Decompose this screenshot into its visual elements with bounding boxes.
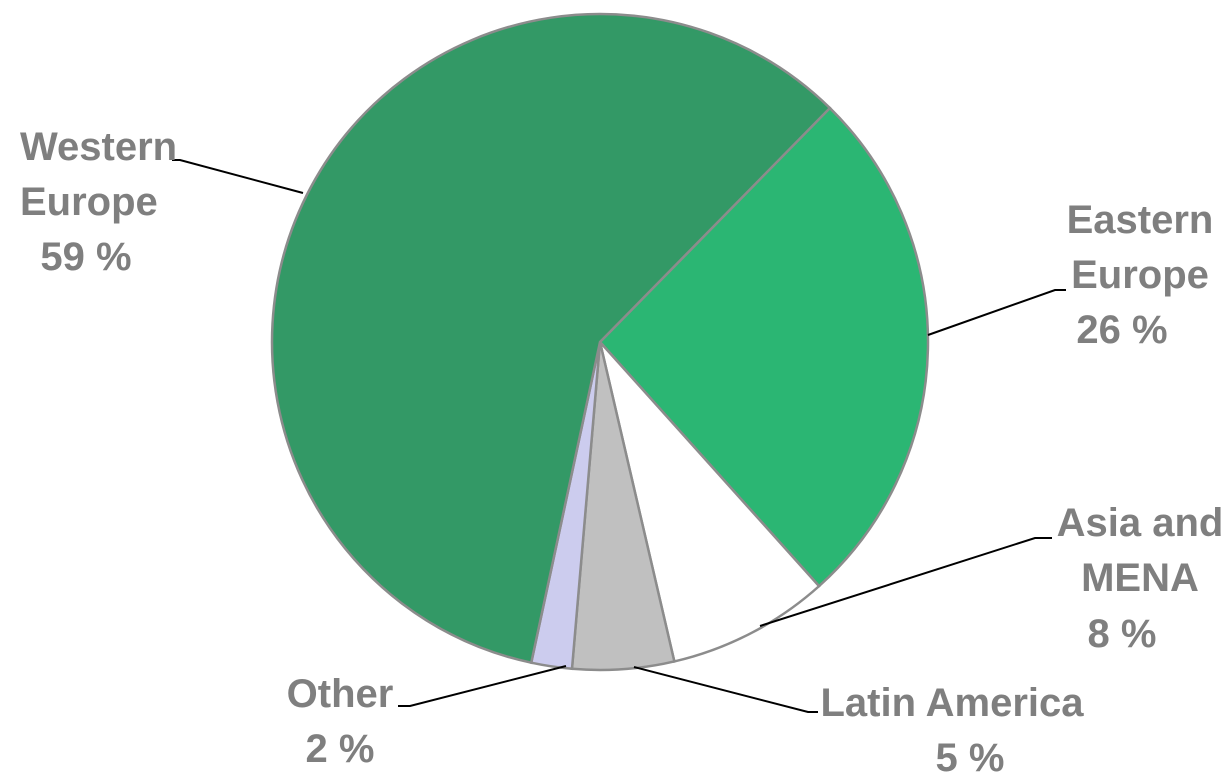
pie-slice-asia-and-mena: [598, 341, 821, 663]
value-label-eastern-europe: 26 %: [1076, 308, 1167, 352]
leader-line-asia-and-mena: [759, 537, 1052, 627]
leader-lines: [172, 159, 1066, 713]
data-label-western-europe-line-1: Western: [20, 125, 177, 169]
data-label-asia-and-mena-line-1: Asia and: [1057, 501, 1224, 545]
leader-line-latin-america: [633, 666, 818, 713]
pie-slices: [270, 12, 930, 672]
data-label-eastern-europe-line-1: Eastern: [1067, 198, 1214, 242]
data-label-latin-america-line-1: Latin America: [820, 681, 1084, 725]
pie-slice-western-europe: [270, 12, 832, 665]
value-label-asia-and-mena: 8 %: [1088, 612, 1157, 656]
value-label-other: 2 %: [306, 727, 375, 771]
leader-line-other: [398, 665, 567, 707]
leader-line-western-europe: [172, 159, 304, 194]
value-label-western-europe: 59 %: [40, 235, 131, 279]
value-label-latin-america: 5 %: [936, 736, 1005, 775]
data-label-asia-and-mena-line-2: MENA: [1081, 556, 1199, 600]
pie-slice-eastern-europe: [598, 106, 930, 588]
data-label-eastern-europe-line-2: Europe: [1071, 253, 1209, 297]
data-label-other-line-1: Other: [287, 672, 394, 716]
data-label-western-europe-line-2: Europe: [20, 180, 158, 224]
data-labels: Western Europe 59 % Eastern Europe 26 % Asia a…: [20, 125, 1223, 775]
leader-line-eastern-europe: [927, 289, 1066, 336]
